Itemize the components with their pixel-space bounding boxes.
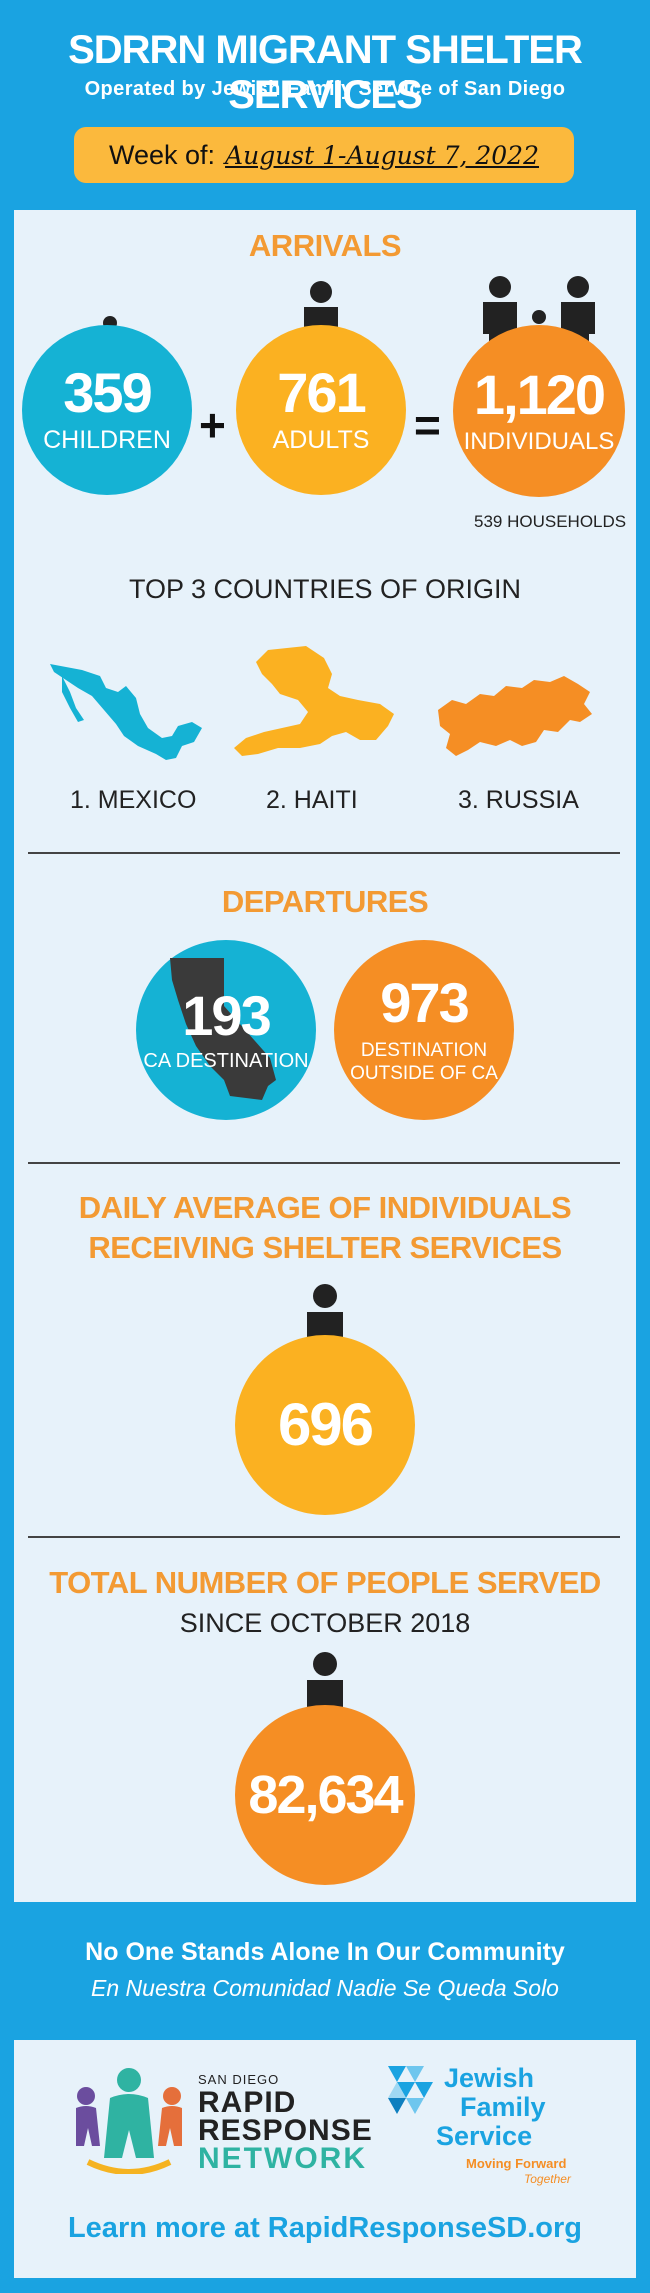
country-3: 3. RUSSIA xyxy=(458,786,579,814)
section-divider xyxy=(28,1162,620,1164)
equals-sign: = xyxy=(414,399,441,451)
week-banner: Week of: August 1-August 7, 2022 xyxy=(74,127,574,183)
section-divider xyxy=(28,852,620,854)
jfs-line-3: Service xyxy=(436,2121,533,2151)
total-title: TOTAL NUMBER OF PEOPLE SERVED xyxy=(49,1565,601,1600)
adults-label: ADULTS xyxy=(272,426,370,455)
households-count: 539 HOUSEHOLDS xyxy=(474,512,627,531)
week-label: Week of: xyxy=(108,139,216,170)
children-label: CHILDREN xyxy=(43,426,171,455)
ca-destination-label: CA DESTINATION xyxy=(143,1050,309,1072)
total-circle: 82,634 xyxy=(235,1705,415,1885)
outside-ca-label-2: OUTSIDE OF CA xyxy=(350,1063,498,1084)
haiti-map-icon xyxy=(234,646,394,756)
jfs-line-2: Family xyxy=(460,2092,546,2122)
plus-sign: + xyxy=(199,399,226,451)
jfs-tagline-1: Moving Forward xyxy=(466,2156,567,2171)
rrn-line-2: RESPONSE xyxy=(198,2114,373,2147)
outside-ca-circle: 973 DESTINATION OUTSIDE OF CA xyxy=(334,940,514,1120)
total-count: 82,634 xyxy=(248,1765,403,1825)
departures-title: DEPARTURES xyxy=(221,884,429,919)
ca-destination-circle: 193 CA DESTINATION xyxy=(136,940,316,1120)
week-value: August 1-August 7, 2022 xyxy=(225,140,539,170)
daily-average-title-2: RECEIVING SHELTER SERVICES xyxy=(88,1230,562,1265)
mexico-map-icon xyxy=(50,664,202,760)
country-1: 1. MEXICO xyxy=(70,786,197,814)
page-title: SDRRN MIGRANT SHELTER SERVICES xyxy=(68,28,583,117)
individuals-count: 1,120 xyxy=(473,362,606,426)
slogan-spanish: En Nuestra Comunidad Nadie Se Queda Solo xyxy=(91,1975,559,2001)
individuals-circle: 1,120 INDIVIDUALS xyxy=(453,325,625,497)
outside-ca-label-1: DESTINATION xyxy=(360,1040,488,1062)
outside-ca-count: 973 xyxy=(380,971,469,1035)
rrn-small-label: SAN DIEGO xyxy=(198,2072,280,2087)
country-2: 2. HAITI xyxy=(266,786,358,814)
children-count: 359 xyxy=(63,361,152,425)
adults-circle: 761 ADULTS xyxy=(236,325,406,495)
arrivals-title: ARRIVALS xyxy=(248,228,402,263)
jfs-tagline-2: Together xyxy=(524,2172,571,2186)
learn-more-link[interactable]: Learn more at RapidResponseSD.org xyxy=(67,2212,583,2244)
daily-average-count: 696 xyxy=(277,1391,374,1458)
countries-title: TOP 3 COUNTRIES OF ORIGIN xyxy=(128,574,522,604)
adults-count: 761 xyxy=(277,361,366,425)
total-subtitle: SINCE OCTOBER 2018 xyxy=(179,1608,471,1638)
jfs-line-1: Jewish xyxy=(444,2063,535,2093)
children-circle: 359 CHILDREN xyxy=(22,325,192,495)
rrn-line-3: NETWORK xyxy=(198,2142,367,2175)
section-divider xyxy=(28,1536,620,1538)
individuals-label: INDIVIDUALS xyxy=(463,427,615,455)
jewish-family-service-logo xyxy=(388,2066,433,2114)
daily-average-title-1: DAILY AVERAGE OF INDIVIDUALS xyxy=(78,1190,572,1225)
slogan-english: No One Stands Alone In Our Community xyxy=(85,1938,565,1966)
ca-destination-count: 193 xyxy=(182,984,271,1047)
russia-map-icon xyxy=(438,676,592,756)
daily-average-circle: 696 xyxy=(235,1335,415,1515)
california-map-icon xyxy=(170,958,276,1100)
rrn-line-1: RAPID xyxy=(198,2086,297,2119)
page-subtitle: Operated by Jewish Family Service of San… xyxy=(84,78,566,100)
rapid-response-network-logo xyxy=(76,2068,182,2174)
